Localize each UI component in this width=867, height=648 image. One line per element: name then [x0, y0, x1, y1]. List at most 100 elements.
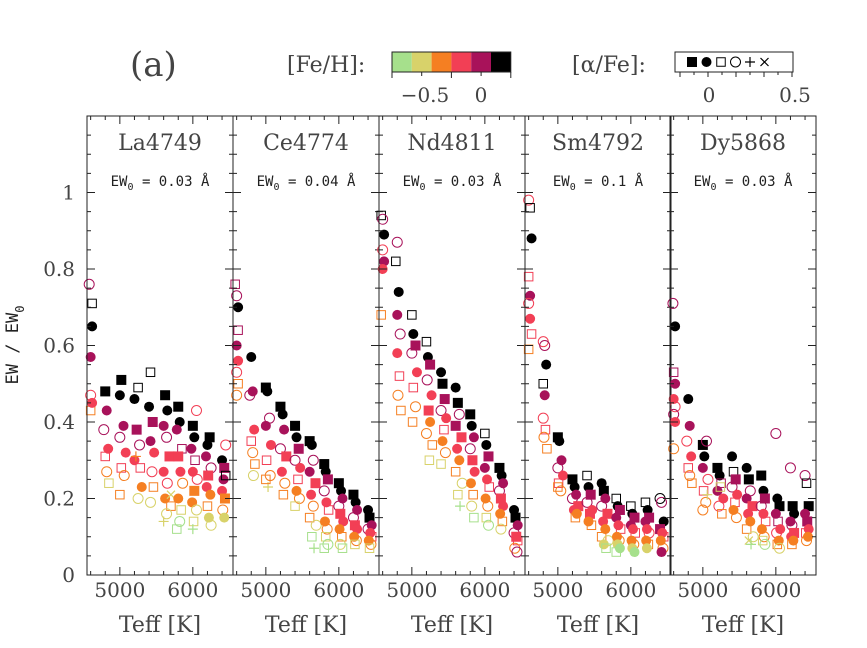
data-point: [629, 512, 640, 523]
data-point: [785, 516, 796, 527]
data-point: [175, 466, 186, 477]
data-point: [149, 447, 160, 458]
colorbar-swatch: [411, 52, 432, 72]
data-point: [425, 359, 436, 370]
data-point: [756, 470, 767, 481]
data-point: [171, 424, 182, 435]
data-point: [321, 497, 332, 508]
colorbar-label: [Fe/H]:: [287, 53, 365, 78]
x-tick-label: 5000: [677, 578, 728, 602]
data-point: [318, 485, 330, 497]
panel-title: Ce4774: [263, 131, 349, 156]
colorbar-swatch: [491, 52, 511, 72]
data-point: [552, 462, 564, 474]
data-point: [772, 539, 783, 550]
data-point: [570, 512, 581, 523]
data-point: [523, 271, 534, 282]
data-point: [642, 504, 653, 515]
data-point: [391, 236, 403, 248]
data-point: [456, 477, 468, 489]
data-point: [484, 482, 494, 492]
data-point: [203, 470, 214, 481]
panel-ew0-label: EW0 = 0.03 Å: [694, 173, 793, 193]
data-point: [186, 443, 197, 454]
data-point: [436, 459, 446, 469]
y-tick-label: 0.2: [43, 487, 75, 511]
data-point: [715, 482, 726, 492]
y-tick-label: 0.4: [43, 410, 75, 434]
panel-points: [230, 279, 377, 554]
data-point: [396, 405, 406, 416]
data-point: [130, 451, 141, 462]
colorbar-swatch: [431, 52, 452, 72]
data-point: [114, 431, 126, 443]
data-point: [376, 310, 386, 320]
data-point: [173, 451, 184, 462]
data-point: [539, 390, 550, 401]
data-point: [495, 508, 506, 519]
data-point: [201, 482, 212, 493]
data-point: [801, 478, 812, 488]
data-point: [784, 462, 796, 474]
data-point: [556, 455, 567, 466]
data-point: [116, 463, 127, 473]
data-point: [697, 462, 708, 473]
data-point: [466, 420, 477, 431]
data-point: [132, 493, 144, 504]
data-point: [410, 401, 421, 413]
data-point: [265, 439, 276, 450]
data-point: [177, 477, 189, 489]
data-point: [309, 543, 320, 554]
data-point: [408, 329, 419, 340]
data-point: [803, 501, 814, 512]
data-point: [439, 394, 450, 405]
data-point: [450, 466, 461, 477]
ew0-label: EW: [694, 174, 711, 190]
alpha-fe-legend: [α/Fe]: 0 0.5: [572, 51, 811, 107]
data-point: [276, 466, 287, 477]
data-point: [187, 420, 198, 431]
data-point: [495, 523, 507, 535]
data-point: [480, 428, 490, 439]
data-point: [158, 420, 169, 431]
data-point: [483, 519, 494, 531]
data-point: [427, 440, 438, 450]
data-point: [656, 547, 667, 558]
data-point: [713, 500, 725, 512]
data-point: [495, 493, 506, 504]
data-point: [525, 313, 536, 324]
panel-title: Nd4811: [407, 131, 496, 156]
colorbar-swatch: [471, 52, 491, 72]
data-point: [321, 523, 333, 535]
data-point: [525, 203, 535, 213]
data-point: [770, 427, 782, 439]
x-tick-label: 5000: [94, 578, 145, 602]
ew0-sub: 0: [419, 182, 425, 193]
data-point: [307, 454, 319, 466]
colorbar-tick-label: −0.5: [401, 83, 450, 107]
panel-ew0-label: EW0 = 0.03 Å: [403, 173, 502, 193]
data-point: [681, 435, 693, 447]
data-point: [745, 516, 756, 527]
data-point: [701, 435, 712, 447]
data-point: [246, 436, 256, 446]
data-point: [511, 546, 523, 558]
data-point: [523, 194, 535, 206]
data-point: [219, 462, 230, 473]
data-point: [289, 454, 301, 466]
alpha-tick-label: 0.5: [779, 83, 811, 107]
data-point: [166, 501, 176, 511]
data-point: [260, 420, 271, 431]
data-point: [188, 516, 199, 527]
data-point: [103, 443, 114, 454]
x-tick-label: 6000: [750, 578, 801, 602]
panel-title: Dy5868: [700, 131, 786, 156]
data-point: [759, 493, 770, 504]
data-point: [335, 508, 346, 519]
ew0-label: EW: [111, 174, 128, 190]
data-point: [146, 466, 158, 478]
data-point: [262, 386, 273, 397]
data-point: [699, 451, 710, 462]
data-point: [364, 543, 375, 553]
